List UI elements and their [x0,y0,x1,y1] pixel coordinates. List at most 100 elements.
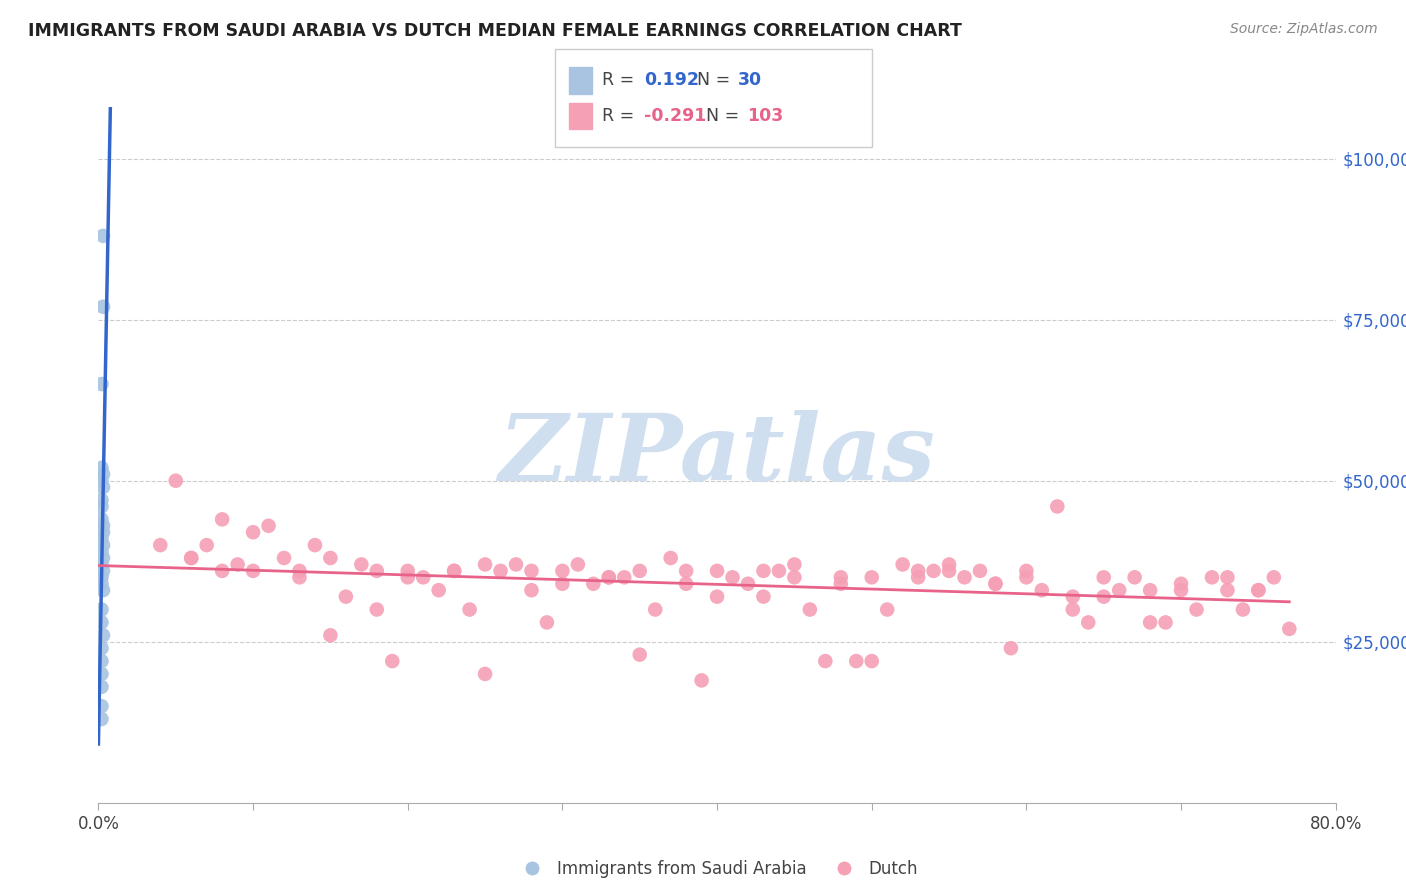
Point [91,300,114,314]
Point [1139,615,1161,630]
Point [1123,570,1146,584]
Point [984,576,1007,591]
Point [1062,602,1084,616]
Point [91,467,114,482]
Point [598,570,620,584]
Point [1232,602,1254,616]
Point [1046,500,1069,514]
Point [90,712,112,726]
Point [91,518,114,533]
Point [288,564,311,578]
Point [242,525,264,540]
Point [90,532,112,546]
Text: IMMIGRANTS FROM SAUDI ARABIA VS DUTCH MEDIAN FEMALE EARNINGS CORRELATION CHART: IMMIGRANTS FROM SAUDI ARABIA VS DUTCH ME… [28,22,962,40]
Point [90,512,112,526]
Point [1015,564,1038,578]
Point [1216,583,1239,598]
Point [1247,583,1270,598]
Point [427,583,450,598]
Text: 103: 103 [747,107,783,125]
Point [551,576,574,591]
Point [319,628,342,642]
Point [969,564,991,578]
Point [860,570,883,584]
Point [350,558,373,572]
Point [799,602,821,616]
Point [90,641,112,656]
Point [90,558,112,572]
Legend: Immigrants from Saudi Arabia, Dutch: Immigrants from Saudi Arabia, Dutch [509,854,925,885]
Point [91,538,114,552]
Point [938,564,960,578]
Point [304,538,326,552]
Point [721,570,744,584]
Point [412,570,434,584]
Point [675,564,697,578]
Point [644,602,666,616]
Point [1154,615,1177,630]
Point [628,648,651,662]
Point [1139,583,1161,598]
Point [783,558,806,572]
Point [659,551,682,566]
Point [180,551,202,566]
Point [1216,570,1239,584]
Point [1062,590,1084,604]
Point [91,583,114,598]
Point [91,228,114,243]
Point [582,576,605,591]
Point [195,538,218,552]
Point [489,564,512,578]
Point [90,680,112,694]
Point [474,558,496,572]
Point [288,570,311,584]
Point [1201,570,1223,584]
Point [891,558,914,572]
Point [598,570,620,584]
Point [675,576,697,591]
Point [443,564,465,578]
Point [180,551,202,566]
Point [505,558,527,572]
Point [90,377,112,392]
Point [1185,602,1208,616]
Point [91,551,114,566]
Point [443,564,465,578]
Point [984,576,1007,591]
Point [768,564,790,578]
Point [628,564,651,578]
Point [706,590,728,604]
Point [567,558,589,572]
Text: 0.192: 0.192 [644,71,699,89]
Point [211,512,233,526]
Point [90,602,112,616]
Point [938,558,960,572]
Point [613,570,636,584]
Point [1092,590,1115,604]
Point [149,538,172,552]
Point [90,699,112,714]
Point [91,525,114,540]
Point [273,551,295,566]
Text: R =: R = [602,107,640,125]
Point [335,590,357,604]
Point [706,564,728,578]
Point [1015,570,1038,584]
Point [257,518,280,533]
Point [474,667,496,681]
Point [90,460,112,475]
Point [551,564,574,578]
Text: N =: N = [706,107,745,125]
Point [396,570,419,584]
Point [1000,641,1022,656]
Point [536,615,558,630]
Point [90,615,112,630]
Point [226,558,249,572]
Point [1077,615,1099,630]
Point [752,590,775,604]
Point [1031,583,1053,598]
Point [165,474,187,488]
Text: Source: ZipAtlas.com: Source: ZipAtlas.com [1230,22,1378,37]
Point [319,551,342,566]
Point [91,480,114,494]
